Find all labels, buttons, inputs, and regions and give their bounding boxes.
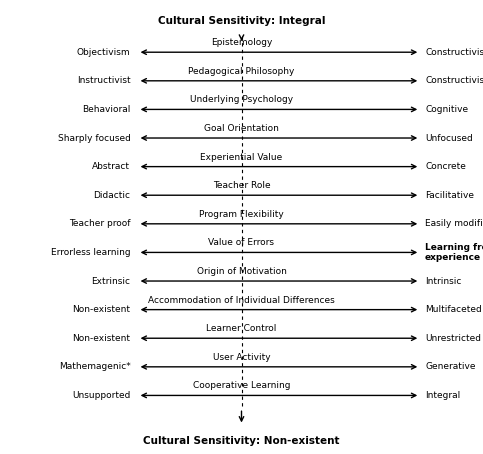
Text: Origin of Motivation: Origin of Motivation bbox=[197, 267, 286, 276]
Text: Generative: Generative bbox=[425, 362, 476, 371]
Text: Easily modifiable: Easily modifiable bbox=[425, 219, 483, 228]
Text: Mathemagenic*: Mathemagenic* bbox=[58, 362, 130, 371]
Text: Unrestricted: Unrestricted bbox=[425, 334, 481, 343]
Text: Facilitative: Facilitative bbox=[425, 191, 474, 200]
Text: Value of Errors: Value of Errors bbox=[209, 238, 274, 247]
Text: Didactic: Didactic bbox=[93, 191, 130, 200]
Text: Unfocused: Unfocused bbox=[425, 133, 473, 143]
Text: Behavioral: Behavioral bbox=[82, 105, 130, 114]
Text: Cultural Sensitivity: Non-existent: Cultural Sensitivity: Non-existent bbox=[143, 436, 340, 446]
Text: Constructivism: Constructivism bbox=[425, 48, 483, 57]
Text: Non-existent: Non-existent bbox=[72, 305, 130, 314]
Text: Non-existent: Non-existent bbox=[72, 334, 130, 343]
Text: Cooperative Learning: Cooperative Learning bbox=[193, 381, 290, 390]
Text: Integral: Integral bbox=[425, 391, 460, 400]
Text: Accommodation of Individual Differences: Accommodation of Individual Differences bbox=[148, 296, 335, 305]
Text: Learning from
experience: Learning from experience bbox=[425, 243, 483, 262]
Text: Cultural Sensitivity: Integral: Cultural Sensitivity: Integral bbox=[158, 16, 325, 26]
Text: Constructivist: Constructivist bbox=[425, 76, 483, 85]
Text: Goal Orientation: Goal Orientation bbox=[204, 124, 279, 133]
Text: Epistemology: Epistemology bbox=[211, 38, 272, 47]
Text: Experiential Value: Experiential Value bbox=[200, 153, 283, 162]
Text: Instructivist: Instructivist bbox=[77, 76, 130, 85]
Text: Intrinsic: Intrinsic bbox=[425, 276, 461, 286]
Text: Learner Control: Learner Control bbox=[206, 324, 277, 333]
Text: Teacher Role: Teacher Role bbox=[213, 181, 270, 190]
Text: Pedagogical Philosophy: Pedagogical Philosophy bbox=[188, 67, 295, 76]
Text: Abstract: Abstract bbox=[92, 162, 130, 171]
Text: Program Flexibility: Program Flexibility bbox=[199, 210, 284, 219]
Text: Unsupported: Unsupported bbox=[72, 391, 130, 400]
Text: Extrinsic: Extrinsic bbox=[91, 276, 130, 286]
Text: Concrete: Concrete bbox=[425, 162, 466, 171]
Text: Multifaceted: Multifaceted bbox=[425, 305, 482, 314]
Text: Errorless learning: Errorless learning bbox=[51, 248, 130, 257]
Text: Sharply focused: Sharply focused bbox=[57, 133, 130, 143]
Text: Cognitive: Cognitive bbox=[425, 105, 468, 114]
Text: Objectivism: Objectivism bbox=[77, 48, 130, 57]
Text: User Activity: User Activity bbox=[213, 353, 270, 362]
Text: Underlying Psychology: Underlying Psychology bbox=[190, 95, 293, 104]
Text: Teacher proof: Teacher proof bbox=[69, 219, 130, 228]
